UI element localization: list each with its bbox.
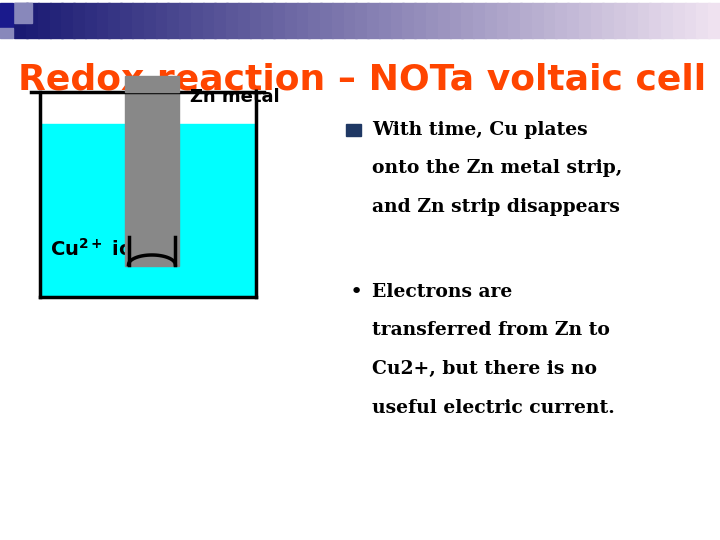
Bar	[426, 3, 439, 38]
Bar	[462, 3, 474, 38]
Bar	[250, 3, 263, 38]
Bar	[402, 3, 415, 38]
Bar	[14, 3, 32, 23]
Bar	[156, 3, 168, 38]
Bar	[132, 3, 145, 38]
Bar	[708, 3, 720, 38]
Bar	[125, 92, 179, 266]
Bar	[202, 3, 216, 38]
Text: Cu2+, but there is no: Cu2+, but there is no	[372, 360, 598, 379]
Bar	[38, 3, 51, 38]
Bar	[614, 3, 627, 38]
Bar	[696, 3, 710, 38]
Bar	[638, 3, 651, 38]
Bar	[50, 3, 63, 38]
Text: Redox reaction – NOTa voltaic cell: Redox reaction – NOTa voltaic cell	[18, 62, 706, 96]
Bar	[0, 3, 13, 27]
Bar	[191, 3, 204, 38]
Bar	[508, 3, 521, 38]
Bar	[215, 3, 228, 38]
Text: With time, Cu plates: With time, Cu plates	[372, 120, 588, 139]
Bar	[0, 28, 13, 38]
Bar	[238, 3, 251, 38]
Bar	[320, 3, 333, 38]
Bar	[449, 3, 463, 38]
Bar	[144, 3, 157, 38]
Bar	[603, 3, 616, 38]
Bar	[346, 124, 361, 136]
Bar	[96, 3, 110, 38]
Bar	[579, 3, 592, 38]
Bar	[167, 3, 181, 38]
Text: onto the Zn metal strip,: onto the Zn metal strip,	[372, 159, 623, 178]
Bar	[226, 3, 239, 38]
Bar	[261, 3, 274, 38]
Bar	[109, 3, 122, 38]
Bar	[343, 3, 357, 38]
Bar	[590, 3, 604, 38]
Bar	[673, 3, 686, 38]
Bar	[308, 3, 322, 38]
Text: •: •	[349, 281, 362, 302]
Bar	[497, 3, 510, 38]
Bar	[26, 3, 40, 38]
Bar	[532, 3, 545, 38]
Bar	[520, 3, 534, 38]
Text: Cu$^{\mathbf{2+}}$ ions: Cu$^{\mathbf{2+}}$ ions	[50, 238, 159, 260]
Bar	[567, 3, 580, 38]
Bar	[473, 3, 486, 38]
Bar	[685, 3, 698, 38]
Bar	[179, 3, 192, 38]
Bar	[273, 3, 287, 38]
Bar	[544, 3, 557, 38]
Bar	[332, 3, 345, 38]
Bar	[438, 3, 451, 38]
Bar	[125, 76, 179, 92]
Bar	[626, 3, 639, 38]
Bar	[285, 3, 298, 38]
Bar	[391, 3, 404, 38]
Bar	[414, 3, 428, 38]
Bar	[356, 3, 369, 38]
Text: Electrons are: Electrons are	[372, 282, 513, 301]
Bar	[485, 3, 498, 38]
Bar	[649, 3, 662, 38]
Bar	[367, 3, 380, 38]
Bar	[73, 3, 86, 38]
Bar	[661, 3, 675, 38]
Text: Zn metal: Zn metal	[190, 88, 279, 106]
Bar	[85, 3, 98, 38]
Bar	[297, 3, 310, 38]
Bar	[14, 3, 27, 38]
Bar	[120, 3, 133, 38]
Bar	[61, 3, 75, 38]
Bar	[379, 3, 392, 38]
Bar	[555, 3, 569, 38]
Bar	[40, 124, 256, 297]
Text: useful electric current.: useful electric current.	[372, 399, 615, 417]
Text: transferred from Zn to: transferred from Zn to	[372, 321, 610, 340]
Text: and Zn strip disappears: and Zn strip disappears	[372, 198, 620, 217]
